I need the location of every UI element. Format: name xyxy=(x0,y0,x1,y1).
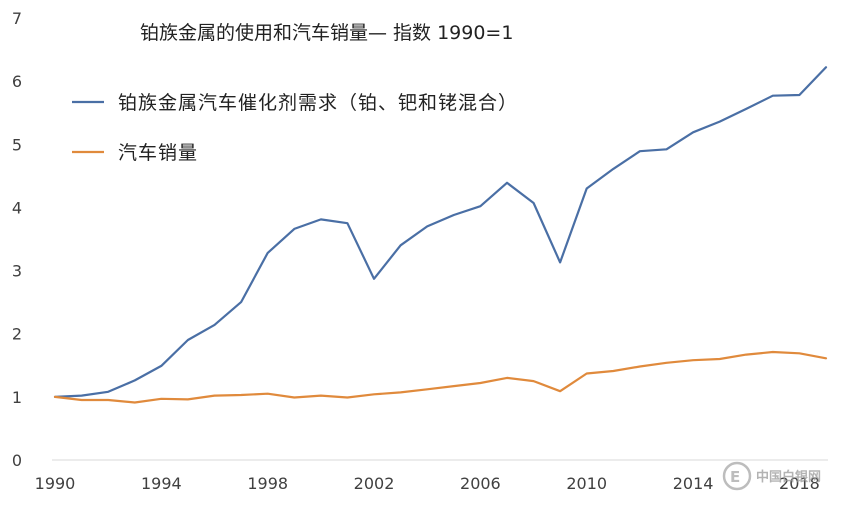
series-lines xyxy=(53,66,828,404)
series-line-2 xyxy=(53,350,828,404)
watermark-text: 中国白银网 xyxy=(756,469,821,485)
svg-text:E: E xyxy=(730,468,740,486)
chart-title: 铂族金属的使用和汽车销量— 指数 1990=1 xyxy=(140,22,513,44)
legend-label-1: 铂族金属汽车催化剂需求（铂、钯和铑混合） xyxy=(118,92,518,114)
x-tick-label: 2010 xyxy=(566,474,607,493)
e-logo-icon: E xyxy=(722,461,752,491)
y-tick-label: 5 xyxy=(12,135,22,154)
x-tick-label: 2006 xyxy=(460,474,501,493)
x-tick-label: 1994 xyxy=(141,474,182,493)
y-tick-label: 1 xyxy=(12,388,22,407)
y-tick-label: 6 xyxy=(12,72,22,91)
x-tick-label: 2002 xyxy=(354,474,395,493)
y-tick-label: 0 xyxy=(12,451,22,470)
y-tick-label: 7 xyxy=(12,9,22,28)
y-tick-label: 3 xyxy=(12,262,22,281)
y-tick-label: 2 xyxy=(12,325,22,344)
x-tick-label: 1990 xyxy=(35,474,76,493)
y-axis: 0 1 2 3 4 5 6 7 xyxy=(12,9,22,470)
series-line-1 xyxy=(53,66,828,398)
legend-label-2: 汽车销量 xyxy=(118,142,198,164)
x-tick-label: 2014 xyxy=(673,474,714,493)
legend: 铂族金属汽车催化剂需求（铂、钯和铑混合） 汽车销量 xyxy=(72,92,518,164)
y-tick-label: 4 xyxy=(12,198,22,217)
x-tick-label: 2018 xyxy=(779,474,820,493)
x-axis: 1990 1994 1998 2002 2006 2010 2014 2018 xyxy=(35,474,820,493)
x-tick-label: 1998 xyxy=(247,474,288,493)
watermark: E 中国白银网 xyxy=(722,461,821,491)
